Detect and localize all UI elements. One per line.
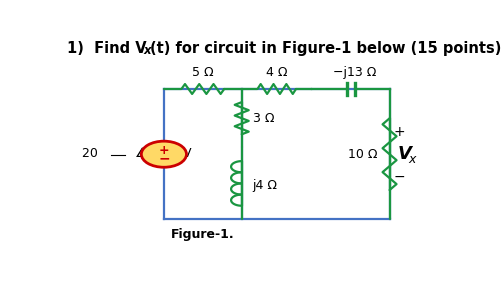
Text: −: − (393, 170, 404, 184)
Text: Figure-1.: Figure-1. (171, 228, 234, 241)
Text: j4 Ω: j4 Ω (252, 179, 277, 192)
Text: −: − (158, 152, 169, 166)
Text: x: x (143, 44, 151, 57)
Text: −j13 Ω: −j13 Ω (332, 66, 375, 79)
Circle shape (141, 141, 186, 167)
Text: ∠−90° V: ∠−90° V (134, 147, 191, 160)
Text: x: x (407, 153, 414, 166)
Text: 3 Ω: 3 Ω (252, 112, 274, 125)
Text: 5 Ω: 5 Ω (191, 66, 213, 79)
Text: 1)  Find V: 1) Find V (67, 41, 147, 56)
Text: 4 Ω: 4 Ω (266, 66, 287, 79)
Text: 20: 20 (82, 147, 102, 160)
Text: 10 Ω: 10 Ω (348, 148, 377, 161)
Text: V: V (397, 145, 411, 163)
Text: +: + (393, 125, 404, 139)
Text: +: + (158, 144, 169, 157)
Text: (t) for circuit in Figure‑1 below (15 points).: (t) for circuit in Figure‑1 below (15 po… (150, 41, 501, 56)
